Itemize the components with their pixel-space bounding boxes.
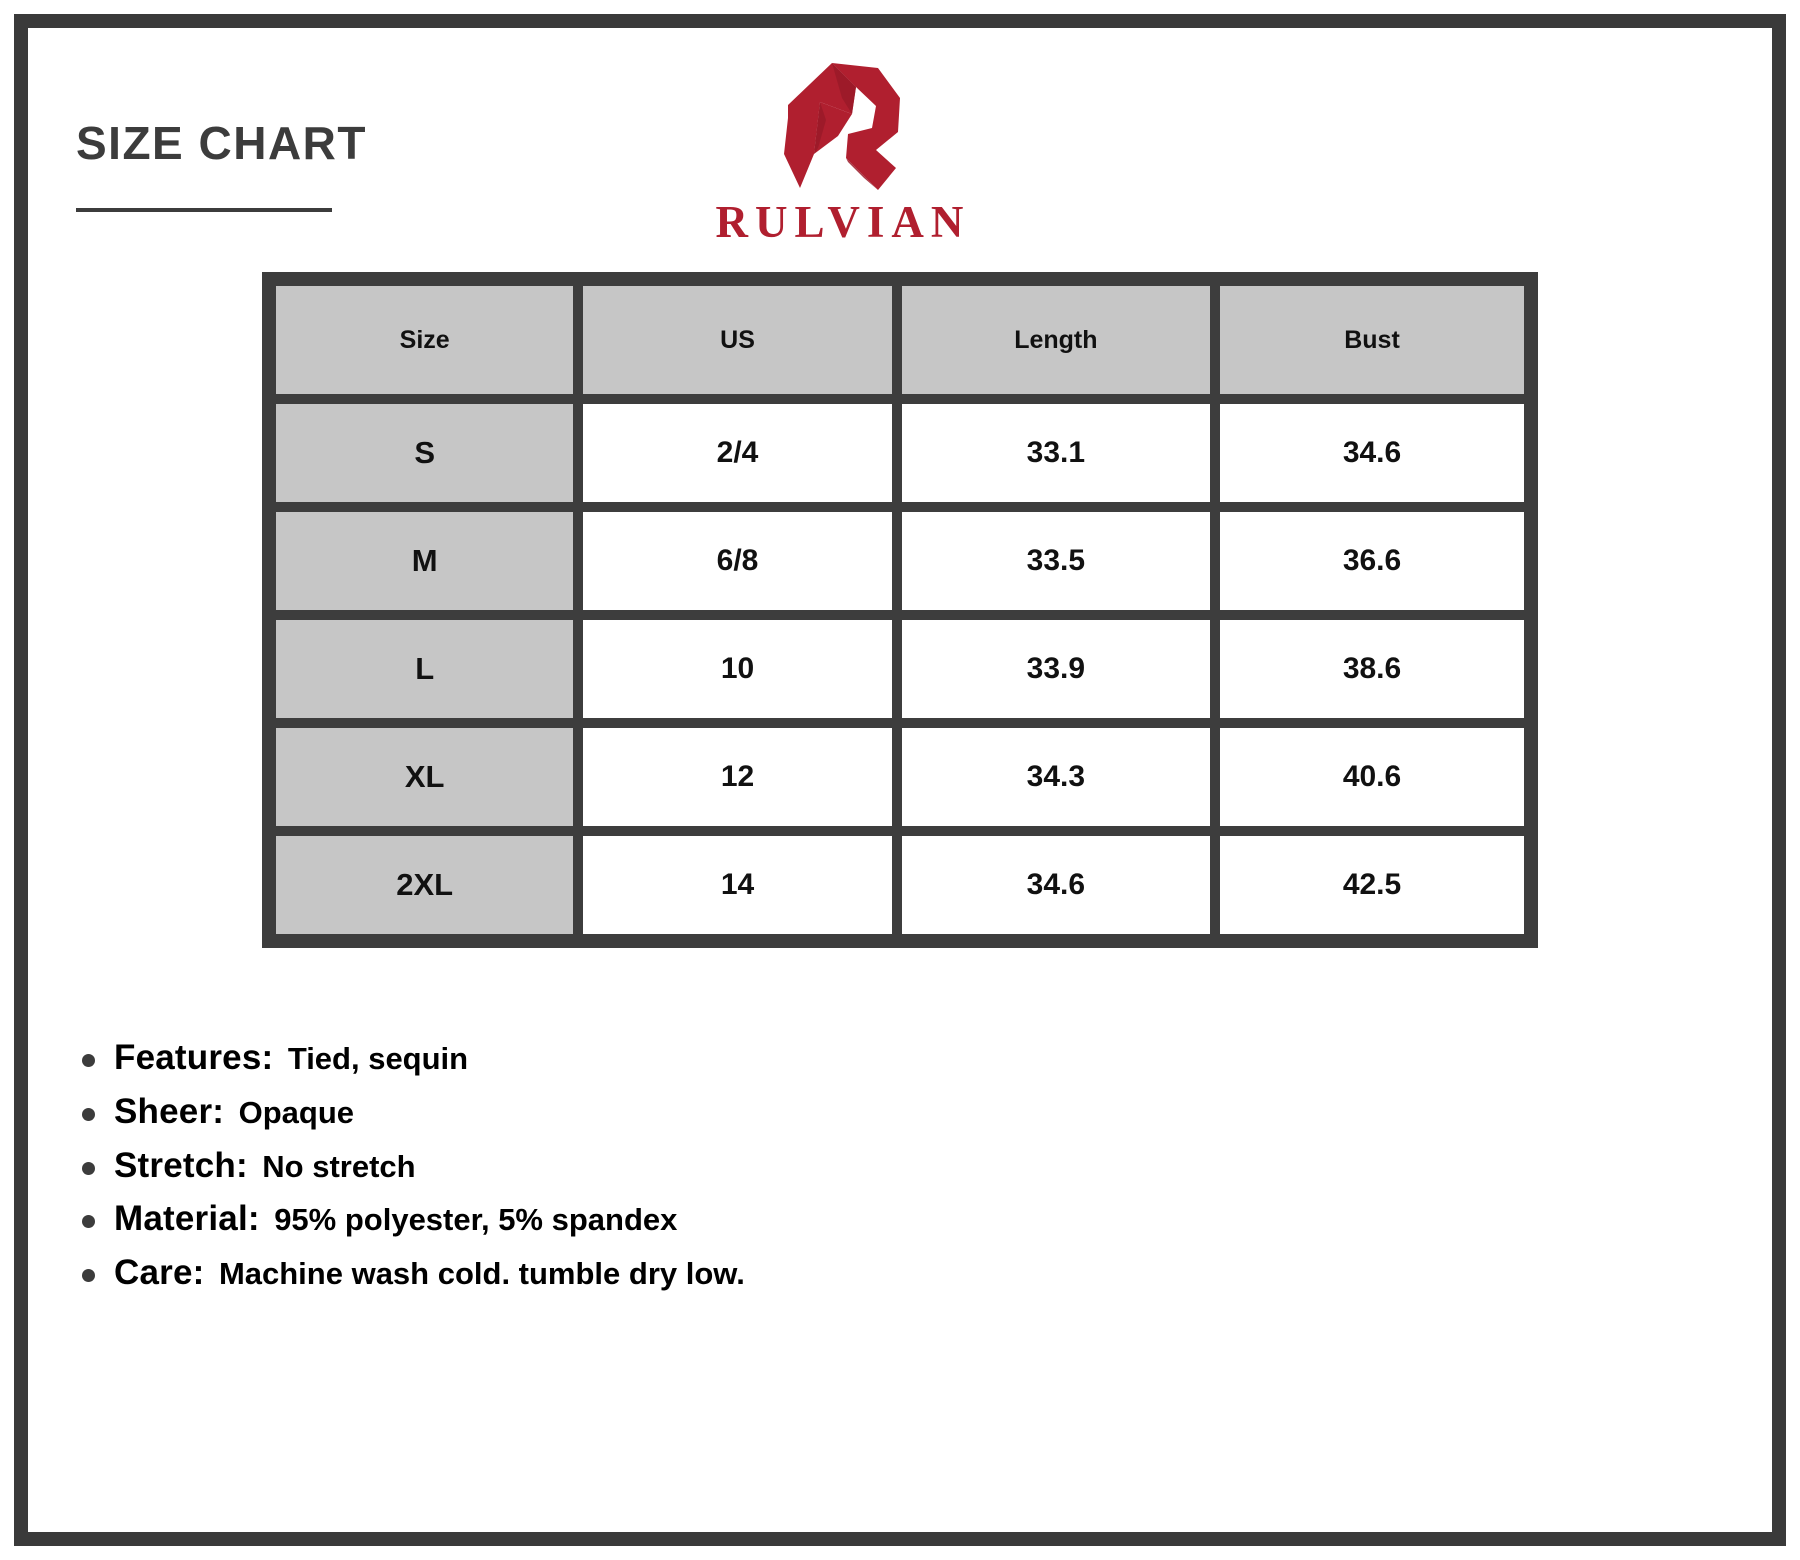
bullet-icon (82, 1215, 95, 1229)
column-header-bust: Bust (1215, 281, 1529, 399)
cell-size: L (271, 615, 579, 723)
page-title: SIZE CHART (76, 117, 367, 169)
cell-bust: 38.6 (1215, 615, 1529, 723)
bullet-icon (82, 1054, 95, 1067)
bullet-icon (82, 1269, 95, 1282)
list-item: Stretch: No stretch (78, 1145, 1478, 1185)
column-header-us: US (578, 281, 897, 399)
table-row: XL 12 34.3 40.6 (271, 723, 1529, 831)
bullet-icon (82, 1161, 95, 1175)
column-header-size: Size (271, 281, 579, 399)
spec-value: 95% polyester, 5% spandex (274, 1202, 678, 1238)
cell-size: M (271, 507, 579, 615)
list-item: Material: 95% polyester, 5% spandex (78, 1199, 1478, 1239)
cell-size: 2XL (271, 831, 579, 939)
cell-bust: 36.6 (1215, 507, 1529, 615)
cell-us: 12 (578, 723, 897, 831)
cell-length: 34.6 (896, 831, 1216, 939)
column-header-length: Length (896, 281, 1216, 399)
spec-label: Sheer: (114, 1091, 225, 1131)
spec-value: No stretch (262, 1148, 416, 1184)
cell-length: 33.5 (896, 507, 1216, 615)
cell-bust: 40.6 (1215, 723, 1529, 831)
cell-bust: 42.5 (1215, 831, 1529, 939)
cell-size: XL (271, 723, 579, 831)
rulvian-r-monogram-icon (784, 63, 900, 190)
spec-label: Stretch: (114, 1145, 248, 1185)
table-row: S 2/4 33.1 34.6 (271, 399, 1529, 507)
table-row: L 10 33.9 38.6 (271, 615, 1529, 723)
title-underline (76, 208, 332, 212)
brand-logo: RULVIAN (660, 58, 1020, 245)
table-row: 2XL 14 34.6 42.5 (271, 831, 1529, 939)
cell-bust: 34.6 (1215, 399, 1529, 507)
brand-wordmark: RULVIAN (715, 197, 971, 247)
spec-label: Features: (114, 1038, 274, 1077)
cell-us: 2/4 (578, 399, 897, 507)
table-row: M 6/8 33.5 36.6 (271, 507, 1529, 615)
list-item: Sheer: Opaque (78, 1091, 1478, 1131)
title-block: SIZE CHART (76, 120, 496, 212)
cell-length: 34.3 (896, 723, 1216, 831)
cell-size: S (271, 399, 579, 507)
cell-us: 10 (578, 615, 897, 723)
spec-value: Opaque (238, 1094, 354, 1130)
cell-length: 33.1 (896, 399, 1216, 507)
spec-label: Material: (114, 1199, 260, 1239)
product-spec-list: Features: Tied, sequin Sheer: Opaque Str… (78, 1038, 1478, 1309)
table-header-row: Size US Length Bust (271, 281, 1529, 399)
list-item: Care: Machine wash cold. tumble dry low. (78, 1253, 1478, 1292)
cell-length: 33.9 (896, 615, 1216, 723)
cell-us: 6/8 (578, 507, 897, 615)
size-chart-table: Size US Length Bust S 2/4 33.1 34.6 M 6/… (262, 272, 1538, 948)
bullet-icon (82, 1107, 95, 1121)
cell-us: 14 (578, 831, 897, 939)
spec-value: Machine wash cold. tumble dry low. (218, 1256, 745, 1291)
list-item: Features: Tied, sequin (78, 1038, 1478, 1077)
spec-value: Tied, sequin (287, 1041, 469, 1076)
spec-label: Care: (114, 1253, 205, 1292)
